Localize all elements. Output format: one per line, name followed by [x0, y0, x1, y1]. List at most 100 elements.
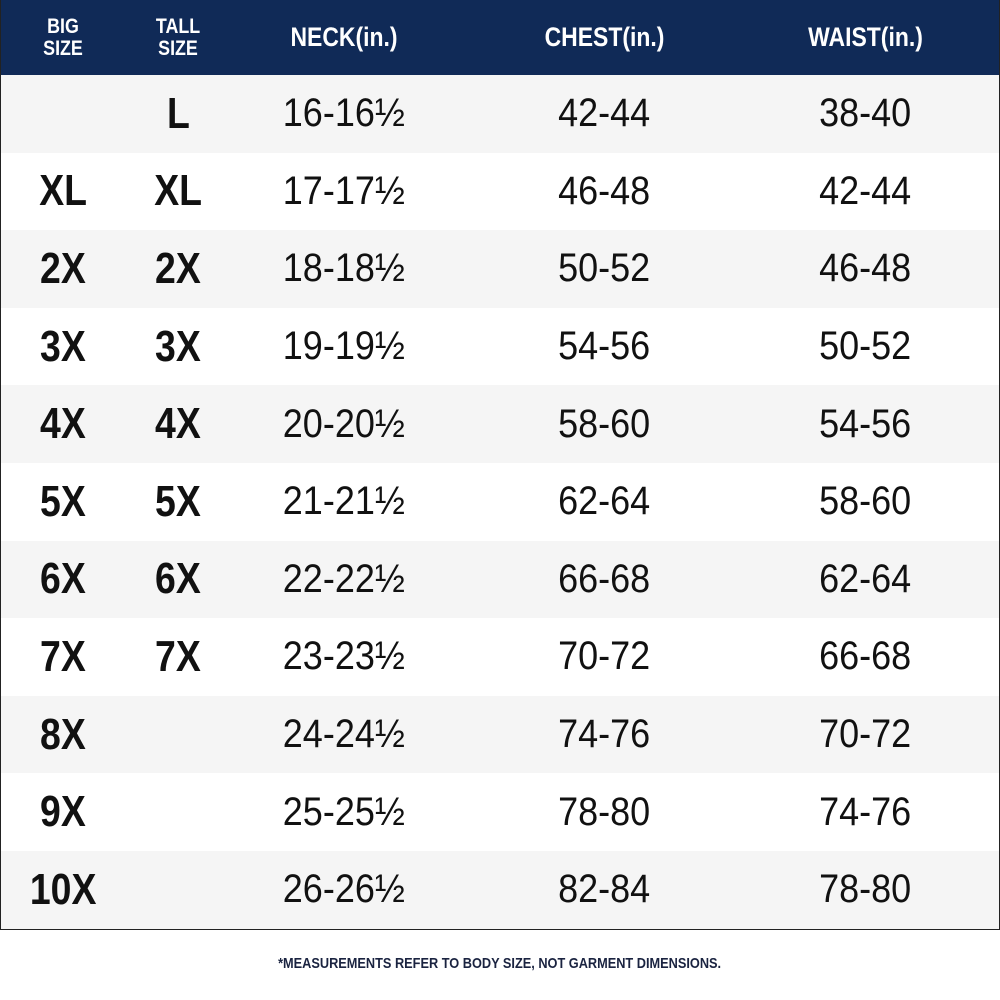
chest-cell: 50-52: [491, 230, 717, 308]
footnote: *MEASUREMENTS REFER TO BODY SIZE, NOT GA…: [278, 955, 722, 972]
waist-cell: 50-52: [751, 308, 979, 386]
table-row: 3X 3X 19-19½ 54-56 50-52: [1, 307, 999, 386]
tall-size-cell: 5X: [125, 463, 231, 541]
chest-cell: 62-64: [491, 463, 717, 541]
neck-cell-text: 24-24½: [282, 712, 405, 757]
header-big-size: BIG SIZE: [43, 14, 83, 60]
waist-cell: 66-68: [751, 618, 979, 696]
big-size-cell-text: 8X: [40, 709, 86, 759]
header-chest: CHEST(in.): [544, 22, 664, 52]
big-size-cell-text: 10X: [29, 864, 97, 914]
waist-cell: 78-80: [751, 851, 979, 929]
neck-cell: 21-21½: [251, 463, 436, 541]
big-size-cell-text: 4X: [40, 399, 86, 449]
chest-cell-text: 42-44: [557, 91, 651, 136]
tall-size-cell: L: [125, 75, 231, 153]
table-row: 5X 5X 21-21½ 62-64 58-60: [1, 462, 999, 541]
big-size-cell: 10X: [1, 851, 125, 929]
chest-cell-text: 46-48: [557, 168, 651, 213]
waist-cell-text: 74-76: [818, 789, 912, 834]
neck-cell: 18-18½: [251, 230, 436, 308]
neck-cell: 26-26½: [251, 851, 436, 929]
big-size-cell-text: 9X: [40, 787, 86, 837]
neck-cell: 20-20½: [251, 385, 436, 463]
neck-cell: 24-24½: [251, 696, 436, 774]
size-chart-table: BIG SIZE TALL SIZE NECK(in.) CHEST(in.) …: [0, 0, 1000, 930]
table-row: 9X 25-25½ 78-80 74-76: [1, 773, 999, 851]
chest-cell-text: 58-60: [557, 401, 651, 446]
table-row: 6X 6X 22-22½ 66-68 62-64: [1, 540, 999, 619]
chest-cell: 54-56: [491, 308, 717, 386]
chest-cell: 42-44: [491, 75, 717, 153]
chest-cell-text: 74-76: [557, 712, 651, 757]
table-body: L 16-16½ 42-44 38-40 XL XL 17-17½ 46-48 42-44 2X 2…: [1, 75, 999, 929]
chest-cell-text: 78-80: [557, 789, 651, 834]
table-row: 8X 24-24½ 74-76 70-72: [1, 695, 999, 774]
chest-cell-text: 62-64: [557, 479, 651, 524]
tall-size-cell-text: 3X: [155, 321, 201, 371]
big-size-cell-text: 3X: [40, 321, 86, 371]
chest-cell-text: 54-56: [557, 324, 651, 369]
neck-cell: 17-17½: [251, 153, 436, 231]
tall-size-cell-text: 5X: [155, 476, 201, 526]
table-row: 2X 2X 18-18½ 50-52 46-48: [1, 230, 999, 308]
tall-size-cell: [125, 696, 231, 774]
tall-size-cell: 7X: [125, 618, 231, 696]
waist-cell-text: 78-80: [818, 867, 912, 912]
header-waist: WAIST(in.): [807, 22, 923, 52]
neck-cell: 23-23½: [251, 618, 436, 696]
neck-cell-text: 25-25½: [282, 789, 405, 834]
waist-cell-text: 58-60: [818, 479, 912, 524]
chest-cell: 58-60: [491, 385, 717, 463]
waist-cell-text: 38-40: [818, 91, 912, 136]
big-size-cell-text: XL: [39, 166, 87, 216]
big-size-cell: 4X: [1, 385, 125, 463]
big-size-cell-text: 2X: [40, 243, 86, 293]
neck-cell-text: 22-22½: [282, 556, 405, 601]
neck-cell: 25-25½: [251, 773, 436, 851]
tall-size-cell-text: 7X: [155, 631, 201, 681]
header-tall-size: TALL SIZE: [155, 14, 201, 60]
big-size-cell: 3X: [1, 308, 125, 386]
waist-cell: 54-56: [751, 385, 979, 463]
header-neck: NECK(in.): [289, 22, 398, 52]
table-row: 4X 4X 20-20½ 58-60 54-56: [1, 385, 999, 463]
tall-size-cell-text: 6X: [155, 554, 201, 604]
chest-cell: 46-48: [491, 153, 717, 231]
chest-cell: 82-84: [491, 851, 717, 929]
waist-cell: 58-60: [751, 463, 979, 541]
tall-size-cell: 4X: [125, 385, 231, 463]
neck-cell: 19-19½: [251, 308, 436, 386]
big-size-cell: XL: [1, 153, 125, 231]
neck-cell: 16-16½: [251, 75, 436, 153]
waist-cell-text: 46-48: [818, 246, 912, 291]
big-size-cell: 9X: [1, 773, 125, 851]
tall-size-cell-text: 2X: [155, 243, 201, 293]
waist-cell: 42-44: [751, 153, 979, 231]
waist-cell: 74-76: [751, 773, 979, 851]
waist-cell: 46-48: [751, 230, 979, 308]
chest-cell: 74-76: [491, 696, 717, 774]
neck-cell-text: 26-26½: [282, 867, 405, 912]
big-size-cell: 5X: [1, 463, 125, 541]
big-size-cell-text: 6X: [40, 554, 86, 604]
chest-cell-text: 50-52: [557, 246, 651, 291]
waist-cell-text: 42-44: [818, 168, 912, 213]
neck-cell-text: 17-17½: [282, 168, 405, 213]
big-size-cell-text: 5X: [40, 476, 86, 526]
chest-cell: 66-68: [491, 541, 717, 619]
big-size-cell: 6X: [1, 541, 125, 619]
waist-cell-text: 54-56: [818, 401, 912, 446]
tall-size-cell: [125, 851, 231, 929]
big-size-cell: [1, 75, 125, 153]
big-size-cell-text: 7X: [40, 631, 86, 681]
table-row: XL XL 17-17½ 46-48 42-44: [1, 152, 999, 231]
tall-size-cell: 2X: [125, 230, 231, 308]
big-size-cell: 7X: [1, 618, 125, 696]
waist-cell-text: 70-72: [818, 712, 912, 757]
chest-cell-text: 66-68: [557, 556, 651, 601]
tall-size-cell: XL: [125, 153, 231, 231]
waist-cell: 38-40: [751, 75, 979, 153]
tall-size-cell-text: XL: [154, 166, 202, 216]
waist-cell-text: 66-68: [818, 634, 912, 679]
